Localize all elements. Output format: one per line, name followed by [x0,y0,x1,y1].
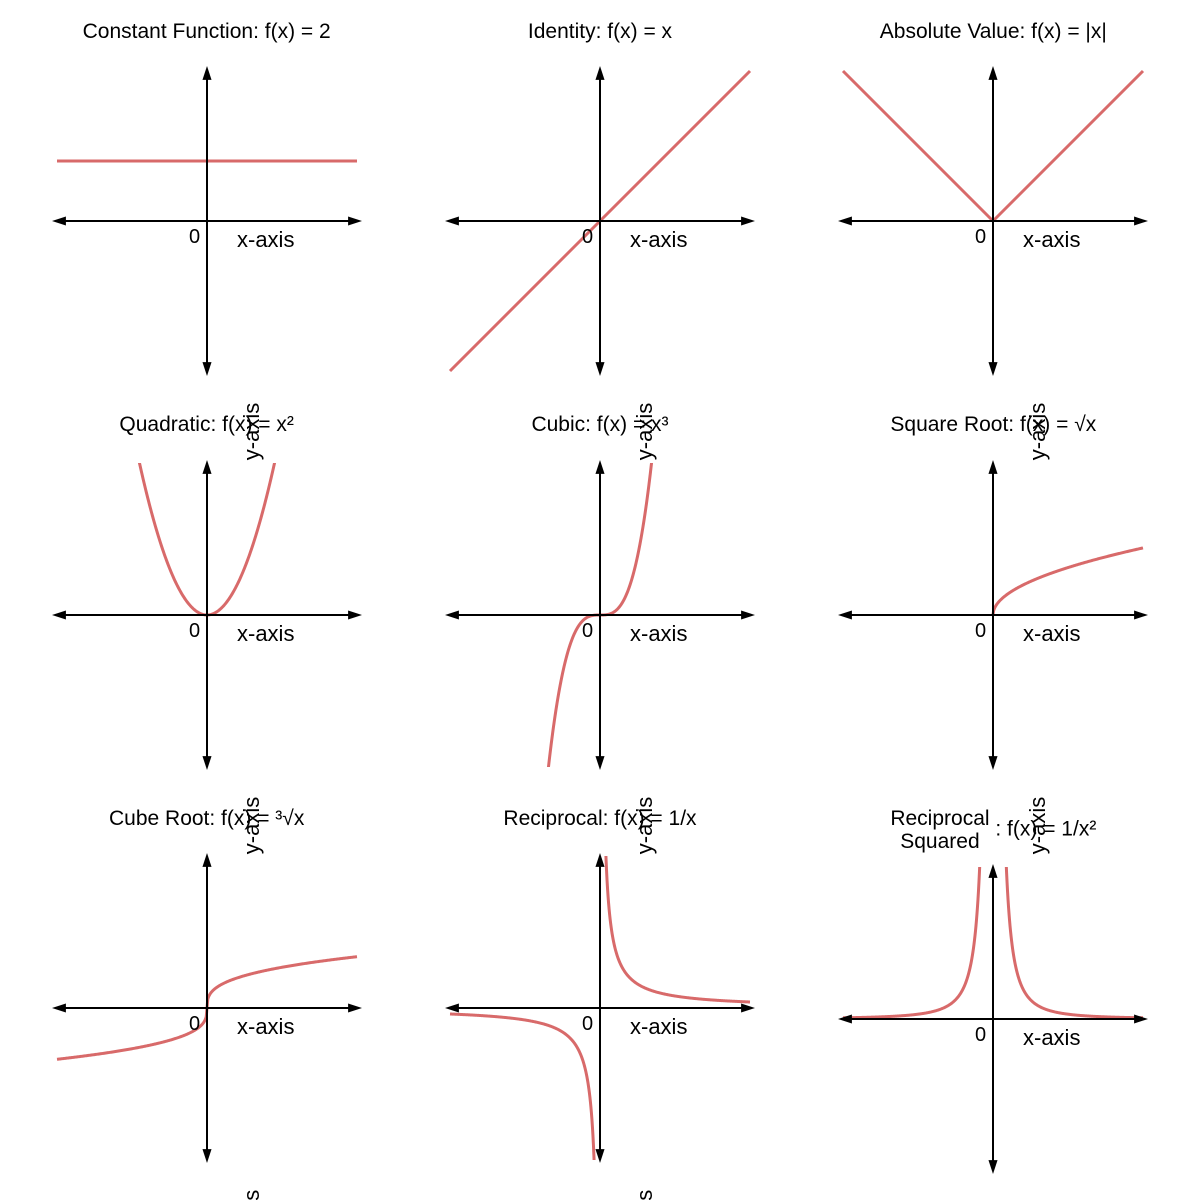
origin-label: 0 [189,620,200,642]
x-axis-label: x-axis [1023,621,1080,646]
x-axis-label: x-axis [630,621,687,646]
chart-title: Identity: f(x) = x [528,20,672,43]
chart-title: Square Root: f(x) = √x [890,413,1096,436]
chart-cell: Cube Root: f(x) = ³√x x-axisy-axis0 [20,807,393,1180]
chart-title: ReciprocalSquared : f(x) = 1/x² [890,807,1096,853]
origin-label: 0 [975,1024,986,1046]
chart-cell: Identity: f(x) = x x-axisy-axis0 [413,20,786,393]
chart-plot: x-axisy-axis0 [20,442,393,786]
origin-label: 0 [582,1013,593,1035]
chart-plot: x-axisy-axis0 [20,49,393,393]
x-axis-label: x-axis [237,227,294,252]
chart-plot: x-axisy-axis0 [807,49,1180,393]
chart-cell: Constant Function: f(x) = 2 x-axisy-axis0 [20,20,393,393]
x-axis-label: x-axis [1023,1025,1080,1050]
origin-label: 0 [189,1013,200,1035]
chart-plot: x-axisy-axis0 [413,836,786,1180]
origin-label: 0 [189,226,200,248]
x-axis-label: x-axis [237,621,294,646]
chart-title: Quadratic: f(x) = x² [119,413,293,436]
chart-cell: Absolute Value: f(x) = |x| x-axisy-axis0 [807,20,1180,393]
x-axis-label: x-axis [630,227,687,252]
chart-cell: ReciprocalSquared : f(x) = 1/x² x-axisy-a… [807,807,1180,1180]
origin-label: 0 [582,620,593,642]
chart-plot: x-axisy-axis0 [807,442,1180,786]
chart-title: Cubic: f(x) = x³ [531,413,668,436]
chart-cell: Square Root: f(x) = √x x-axisy-axis0 [807,413,1180,786]
chart-title: Absolute Value: f(x) = |x| [880,20,1107,43]
chart-plot: x-axisy-axis0 [413,442,786,786]
chart-cell: Reciprocal: f(x) = 1/x x-axisy-axis0 [413,807,786,1180]
function-curve [993,547,1143,614]
chart-title: Cube Root: f(x) = ³√x [109,807,304,830]
x-axis-label: x-axis [1023,227,1080,252]
x-axis-label: x-axis [630,1014,687,1039]
y-axis-label: y-axis [632,1190,657,1200]
chart-plot: x-axisy-axis0 [20,836,393,1180]
origin-label: 0 [582,226,593,248]
chart-title: Reciprocal: f(x) = 1/x [503,807,696,830]
chart-title: Constant Function: f(x) = 2 [83,20,331,43]
chart-plot: x-axisy-axis0 [413,49,786,393]
chart-cell: Cubic: f(x) = x³ x-axisy-axis0 [413,413,786,786]
x-axis-label: x-axis [237,1014,294,1039]
y-axis-label: y-axis [239,1190,264,1200]
chart-cell: Quadratic: f(x) = x² x-axisy-axis0 [20,413,393,786]
chart-grid: Constant Function: f(x) = 2 x-axisy-axis0… [20,20,1180,1180]
origin-label: 0 [975,226,986,248]
chart-plot: x-axisy-axis0 [807,859,1180,1180]
function-curve [450,1014,596,1200]
origin-label: 0 [975,620,986,642]
